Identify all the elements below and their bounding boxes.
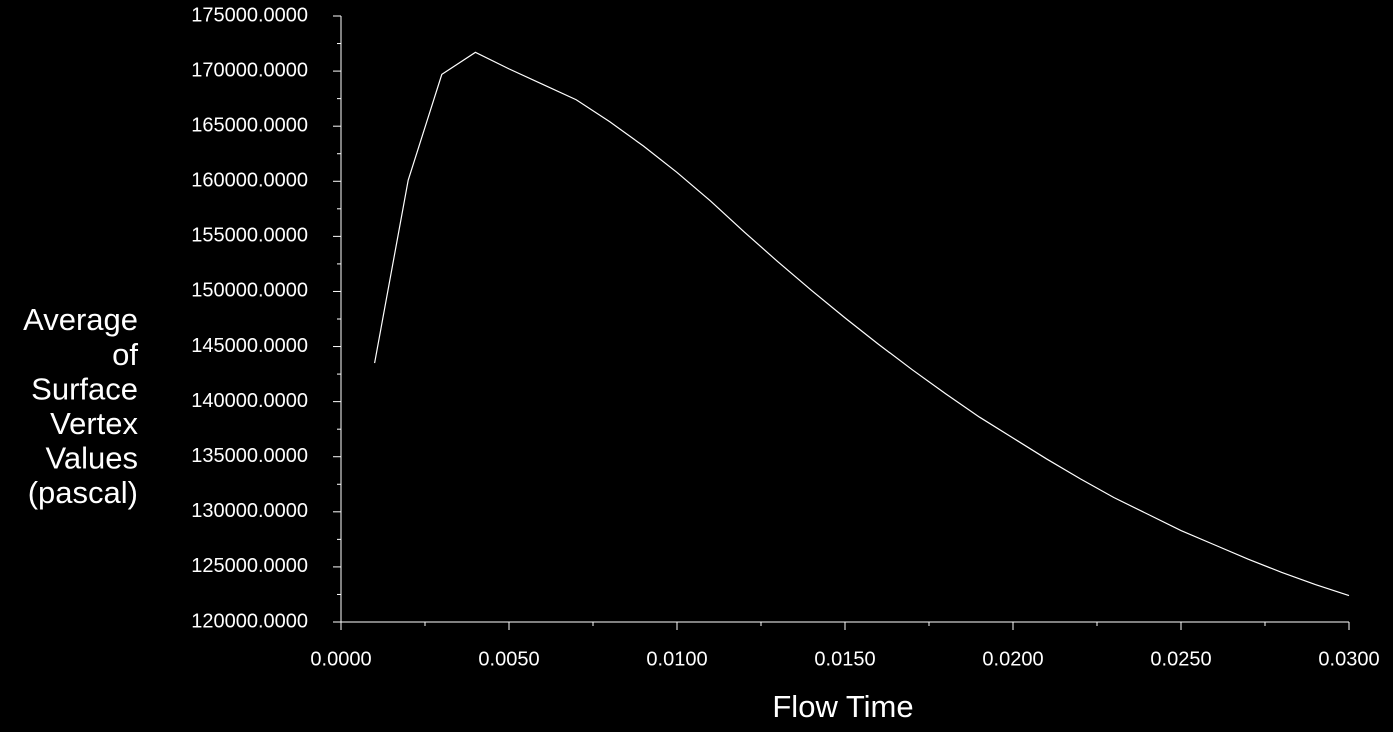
y-tick-label: 130000.0000 (191, 500, 308, 522)
x-tick-label: 0.0000 (310, 648, 371, 670)
y-tick-label: 150000.0000 (191, 280, 308, 302)
x-tick-label: 0.0050 (478, 648, 539, 670)
data-line (374, 51, 1350, 597)
y-tick-label: 170000.0000 (191, 59, 308, 81)
y-axis-label: Vertex (50, 406, 138, 441)
x-tick-label: 0.0200 (982, 648, 1043, 670)
y-tick-label: 125000.0000 (191, 555, 308, 577)
y-axis-label: Surface (31, 371, 138, 406)
y-tick-label: 175000.0000 (191, 4, 308, 26)
x-tick-label: 0.0250 (1150, 648, 1211, 670)
x-axis-label: Flow Time (772, 689, 913, 724)
y-axis-label: of (112, 337, 138, 372)
y-tick-label: 140000.0000 (191, 390, 308, 412)
y-tick-label: 120000.0000 (191, 610, 308, 632)
y-tick-label: 155000.0000 (191, 225, 308, 247)
y-axis-label: (pascal) (28, 475, 138, 510)
y-tick-label: 145000.0000 (191, 335, 308, 357)
y-tick-label: 165000.0000 (191, 114, 308, 136)
y-axis-label: Values (46, 441, 139, 476)
y-tick-label: 160000.0000 (191, 170, 308, 192)
y-axis-label: Average (23, 302, 138, 337)
x-tick-label: 0.0100 (646, 648, 707, 670)
x-tick-label: 0.0150 (814, 648, 875, 670)
x-tick-label: 0.0300 (1318, 648, 1379, 670)
y-tick-label: 135000.0000 (191, 445, 308, 467)
